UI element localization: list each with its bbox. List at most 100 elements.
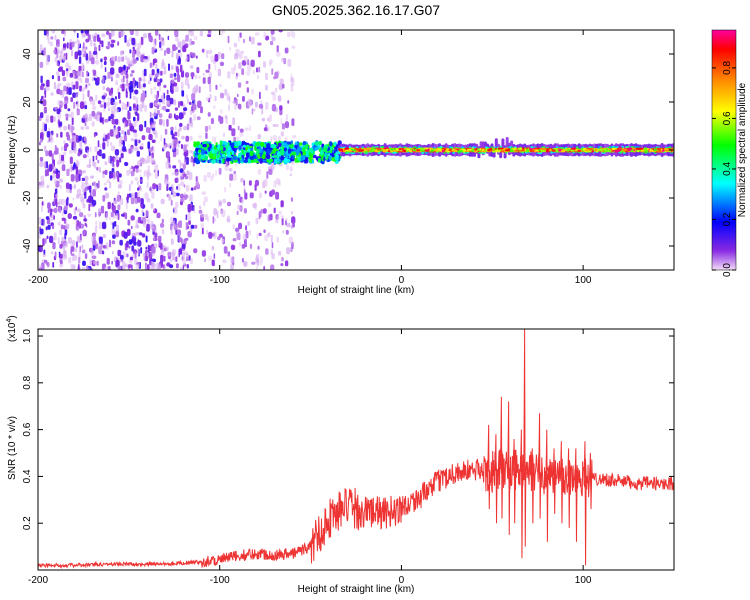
- spectrogram-noise-cell: [53, 198, 56, 205]
- spectrogram-noise-cell: [183, 144, 187, 152]
- spectrogram-noise-cell: [292, 242, 294, 248]
- spectrogram-noise-cell: [145, 209, 148, 217]
- spectrogram-noise-cell: [73, 254, 78, 261]
- spectrogram-noise-cell: [190, 257, 193, 265]
- spectrogram-noise-cell: [132, 95, 136, 101]
- spectrogram-carrier-cell: [331, 157, 334, 162]
- spectrogram-noise-cell: [55, 61, 59, 66]
- spectrogram-carrier-peak: [466, 148, 472, 151]
- spectrogram-noise-cell: [186, 123, 190, 131]
- spectrogram-noise-cell: [200, 223, 204, 229]
- spectrogram-noise-cell: [261, 117, 266, 122]
- spectrogram-noise-cell: [180, 46, 182, 51]
- spectrogram-noise-cell: [185, 34, 189, 42]
- spectrogram-noise-cell: [47, 168, 49, 176]
- spectrogram-noise-cell: [212, 216, 215, 224]
- spectrogram-noise-cell: [231, 128, 236, 137]
- spectrogram-noise-cell: [121, 83, 125, 92]
- spectrogram-noise-cell: [94, 212, 97, 218]
- spectrogram-noise-cell: [241, 198, 244, 205]
- spectrogram-noise-cell: [66, 86, 69, 95]
- spectrogram-noise-cell: [84, 136, 86, 142]
- spectrogram-noise-cell: [84, 122, 87, 126]
- spectrogram-noise-cell: [46, 33, 49, 40]
- spectrogram-noise-cell: [143, 170, 147, 177]
- spectrogram-noise-cell: [148, 36, 153, 43]
- spectrogram-noise-cell: [146, 223, 150, 232]
- spectrogram-x-axis-label: Height of straight line (km): [298, 285, 415, 296]
- spectrogram-noise-cell: [243, 261, 248, 267]
- spectrogram-noise-cell: [235, 75, 238, 80]
- spectrogram-noise-cell: [64, 225, 69, 230]
- spectrogram-noise-cell: [173, 143, 176, 149]
- spectrogram-noise-cell: [269, 115, 271, 123]
- spectrogram-carrier-peak: [566, 148, 571, 152]
- spectrogram-noise-cell: [149, 62, 153, 68]
- spectrogram-noise-cell: [179, 101, 184, 106]
- spectrogram-noise-cell: [82, 53, 86, 58]
- spectrogram-noise-cell: [202, 77, 206, 84]
- spectrogram-noise-cell: [270, 264, 275, 270]
- spectrogram-noise-cell: [78, 256, 81, 264]
- spectrogram-noise-cell: [251, 108, 254, 115]
- spectrogram-carrier-cell: [318, 157, 321, 163]
- spectrogram-noise-cell: [236, 231, 240, 239]
- spectrogram-noise-cell: [247, 59, 250, 66]
- spectrogram-noise-cell: [111, 30, 115, 37]
- spectrogram-noise-cell: [67, 237, 72, 244]
- spectrogram-noise-cell: [107, 41, 111, 46]
- spectrogram-noise-cell: [159, 41, 162, 48]
- spectrogram-carrier-cell: [247, 148, 251, 152]
- spectrogram-noise-cell: [95, 53, 98, 60]
- spectrogram-noise-cell: [39, 264, 41, 270]
- spectrogram-noise-cell: [183, 184, 186, 188]
- spectrogram-carrier-peak: [620, 150, 624, 153]
- spectrogram-noise-cell: [122, 146, 127, 152]
- spectrogram-noise-cell: [170, 126, 174, 131]
- spectrogram-noise-cell: [250, 59, 255, 67]
- spectrogram-noise-cell: [191, 41, 195, 45]
- spectrogram-noise-cell: [208, 30, 211, 34]
- spectrogram-noise-cell: [177, 61, 181, 65]
- spectrogram-noise-cell: [43, 47, 46, 55]
- spectrogram-noise-cell: [278, 30, 283, 33]
- spectrogram-noise-cell: [291, 45, 296, 49]
- spectrogram-noise-cell: [259, 91, 261, 100]
- spectrogram-noise-cell: [142, 70, 145, 78]
- spectrogram-noise-cell: [237, 204, 240, 210]
- snr-spike: [538, 413, 542, 519]
- spectrogram-noise-cell: [93, 42, 96, 47]
- spectrogram-carrier-cell: [196, 141, 200, 146]
- spectrogram-carrier-peak: [436, 148, 442, 151]
- spectrogram-noise-cell: [139, 232, 143, 236]
- spectrogram-noise-cell: [155, 184, 158, 189]
- spectrogram-noise-cell: [86, 164, 92, 168]
- spectrogram-noise-cell: [69, 183, 72, 190]
- spectrogram-noise-cell: [121, 130, 125, 135]
- spectrogram-noise-cell: [117, 204, 121, 211]
- spectrogram-noise-cell: [51, 224, 55, 230]
- spectrogram-noise-cell: [136, 51, 142, 58]
- spectrogram-carrier-peak: [390, 148, 394, 151]
- spectrogram-noise-cell: [47, 202, 51, 210]
- spectrogram-noise-cell: [80, 196, 84, 203]
- spectrogram-carrier-cell: [256, 149, 260, 154]
- spectrogram-noise-cell: [76, 91, 79, 96]
- spectrogram-noise-cell: [291, 161, 295, 165]
- x-tick-label: 100: [575, 575, 592, 586]
- spectrogram-noise-cell: [226, 95, 230, 101]
- spectrogram-noise-cell: [50, 36, 54, 40]
- spectrogram-carrier-cell: [226, 157, 231, 162]
- spectrogram-noise-cell: [115, 73, 120, 79]
- spectrogram-noise-cell: [270, 189, 276, 196]
- spectrogram-noise-cell: [79, 101, 85, 110]
- spectrogram-noise-cell: [258, 232, 262, 237]
- spectrogram-noise-cell: [188, 118, 193, 127]
- spectrogram-noise-cell: [289, 166, 293, 172]
- spectrogram-noise-cell: [231, 67, 235, 75]
- spectrogram-noise-cell: [93, 77, 96, 81]
- spectrogram-noise-cell: [239, 128, 244, 133]
- spectrogram-carrier-cell: [218, 159, 222, 164]
- spectrogram-noise-cell: [72, 215, 78, 220]
- spectrogram-noise-cell: [226, 217, 231, 223]
